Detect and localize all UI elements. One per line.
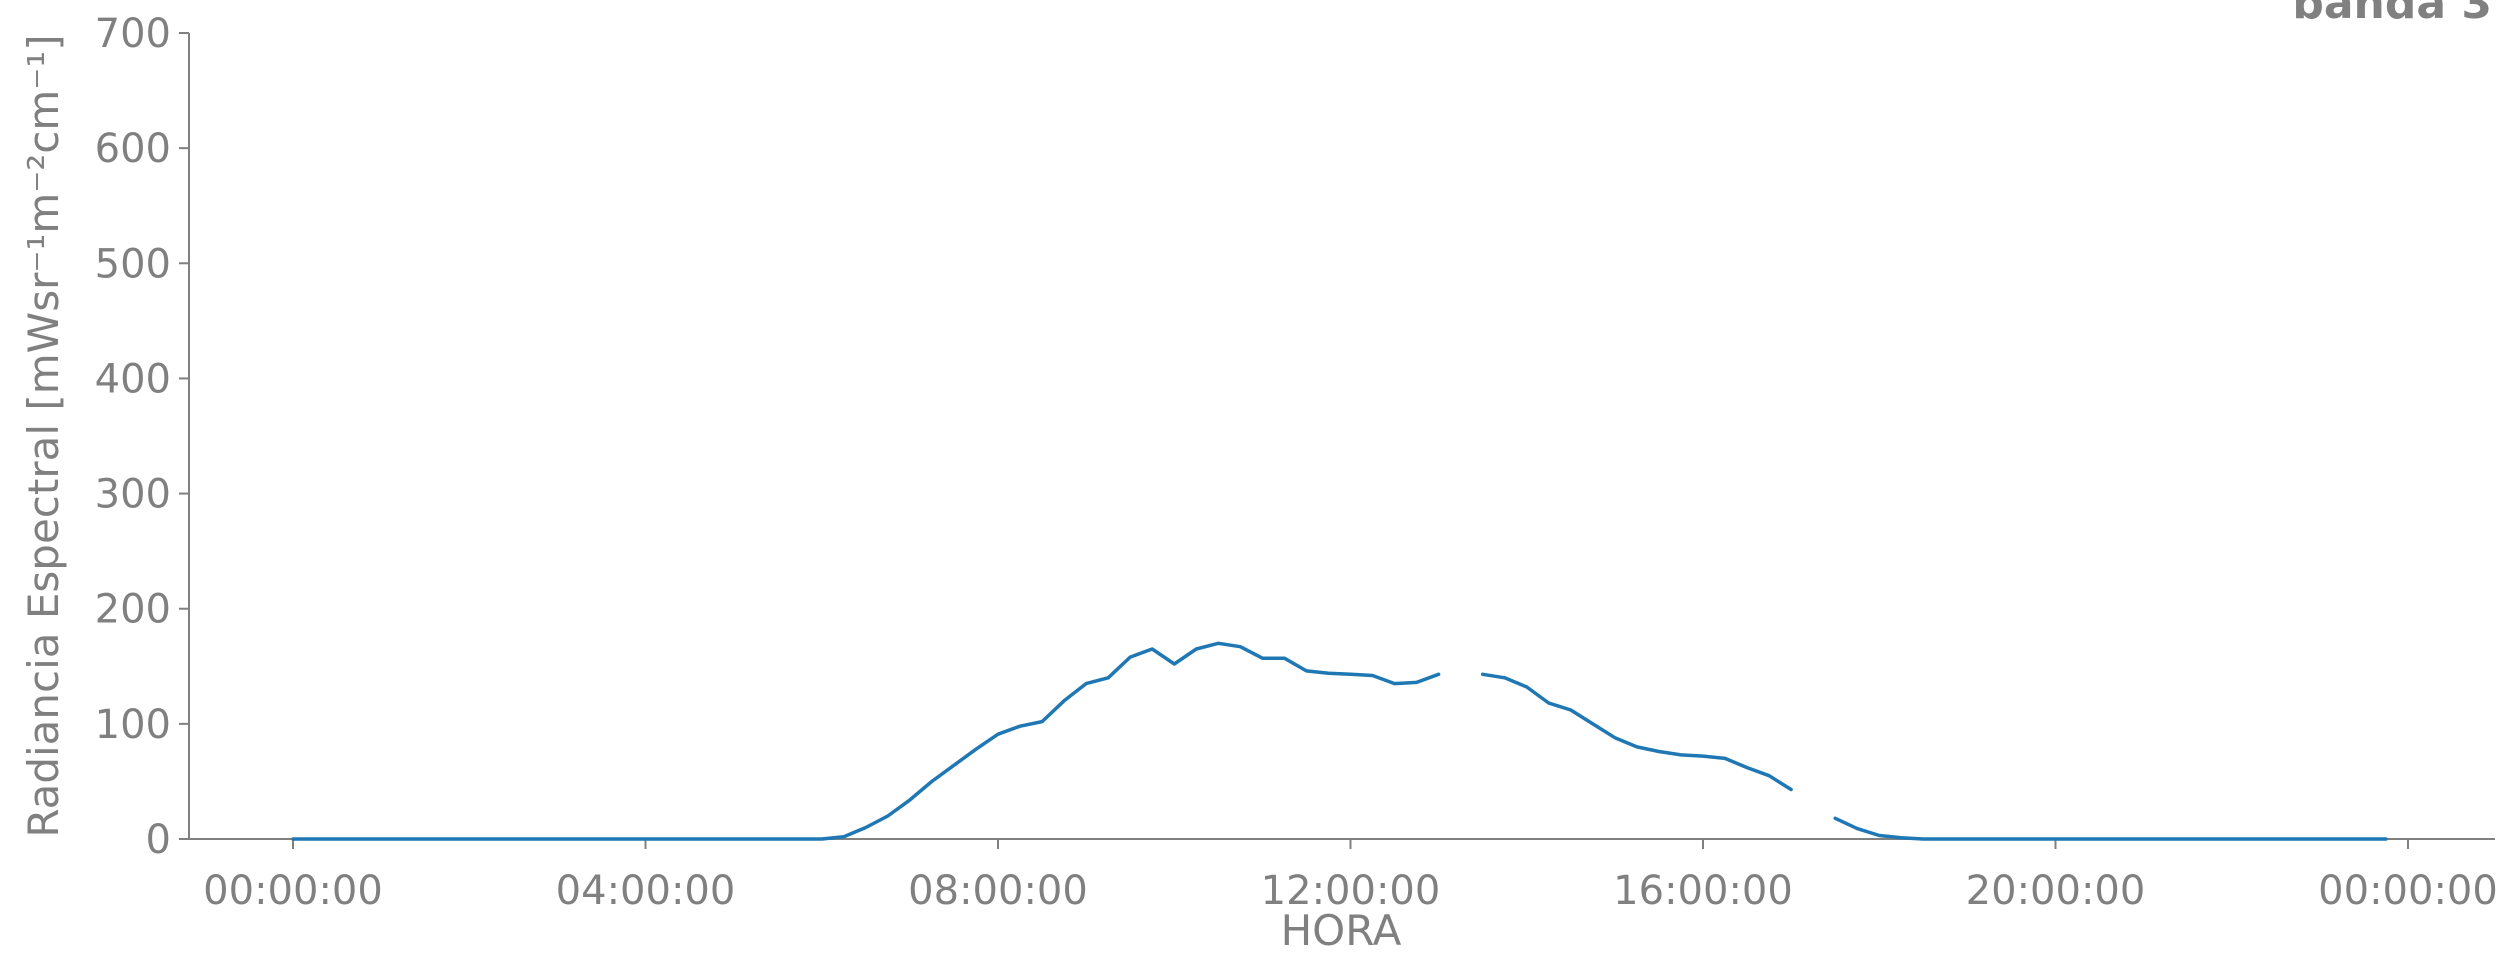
- y-tick-label: 300: [95, 472, 171, 518]
- x-tick-label: 08:00:00: [908, 868, 1088, 914]
- x-tick-label: 20:00:00: [1966, 868, 2146, 914]
- x-axis-label: HORA: [1281, 906, 1402, 954]
- y-ticks: 0 100 200 300 400 500 600 700: [95, 11, 189, 863]
- chart-title: banda 3: [2292, 0, 2492, 29]
- y-tick-label: 100: [95, 702, 171, 748]
- plot-series: [293, 643, 2386, 839]
- series-line-segment: [293, 643, 1439, 839]
- y-tick-label: 200: [95, 587, 171, 633]
- x-tick-label: 04:00:00: [556, 868, 736, 914]
- series-line-segment: [1835, 818, 2386, 839]
- x-ticks: 00:00:00 04:00:00 08:00:00 12:00:00 16:00:00…: [203, 839, 2498, 914]
- series-line-segment: [1483, 674, 1791, 789]
- x-tick-label: 16:00:00: [1613, 868, 1793, 914]
- y-tick-label: 0: [146, 817, 171, 863]
- y-tick-label: 400: [95, 356, 171, 402]
- y-tick-label: 700: [95, 11, 171, 57]
- x-tick-label: 00:00:00: [2318, 868, 2498, 914]
- y-tick-label: 600: [95, 126, 171, 172]
- x-tick-label: 00:00:00: [203, 868, 383, 914]
- y-tick-label: 500: [95, 241, 171, 287]
- y-axis-label: Radiancia Espectral [mWsr⁻¹m⁻²cm⁻¹]: [19, 34, 68, 837]
